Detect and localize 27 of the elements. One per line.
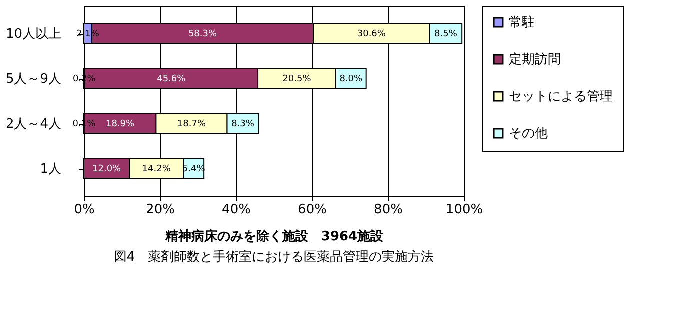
data-label: 18.7% — [177, 120, 206, 130]
x-tick-label: 80% — [374, 202, 403, 218]
legend-label: 常駐 — [509, 16, 535, 30]
legend-label: セットによる管理 — [509, 90, 613, 104]
caption: 図4 薬剤師数と手術室における医薬品管理の実施方法 — [114, 249, 434, 265]
x-tick-label: 20% — [146, 202, 175, 218]
data-label: 30.6% — [357, 30, 386, 40]
data-label: 14.2% — [142, 164, 172, 174]
y-tick-label: 5人～9人 — [6, 72, 62, 87]
legend-label: 定期訪問 — [509, 52, 561, 68]
data-label: 58.3% — [188, 30, 218, 40]
x-axis-title: 精神病床のみを除く施設 3964施設 — [164, 228, 385, 244]
x-tick-label: 60% — [298, 202, 327, 218]
y-tick-label: 10人以上 — [6, 27, 62, 42]
legend-label: その他 — [509, 126, 548, 142]
data-label: 8.5% — [434, 30, 458, 40]
data-label: 45.6% — [157, 74, 186, 84]
data-label: 20.5% — [282, 74, 312, 84]
data-label: 8.3% — [232, 120, 255, 130]
x-tick-label: 100% — [446, 202, 484, 218]
x-tick-label: 0% — [74, 202, 95, 218]
data-label: 12.0% — [92, 164, 122, 174]
data-label: 8.0% — [340, 74, 364, 84]
data-label: 18.9% — [106, 120, 136, 130]
x-tick-label: 40% — [222, 202, 251, 218]
y-tick-label: 1人 — [40, 162, 62, 177]
y-tick-label: 2人～4人 — [6, 117, 62, 132]
